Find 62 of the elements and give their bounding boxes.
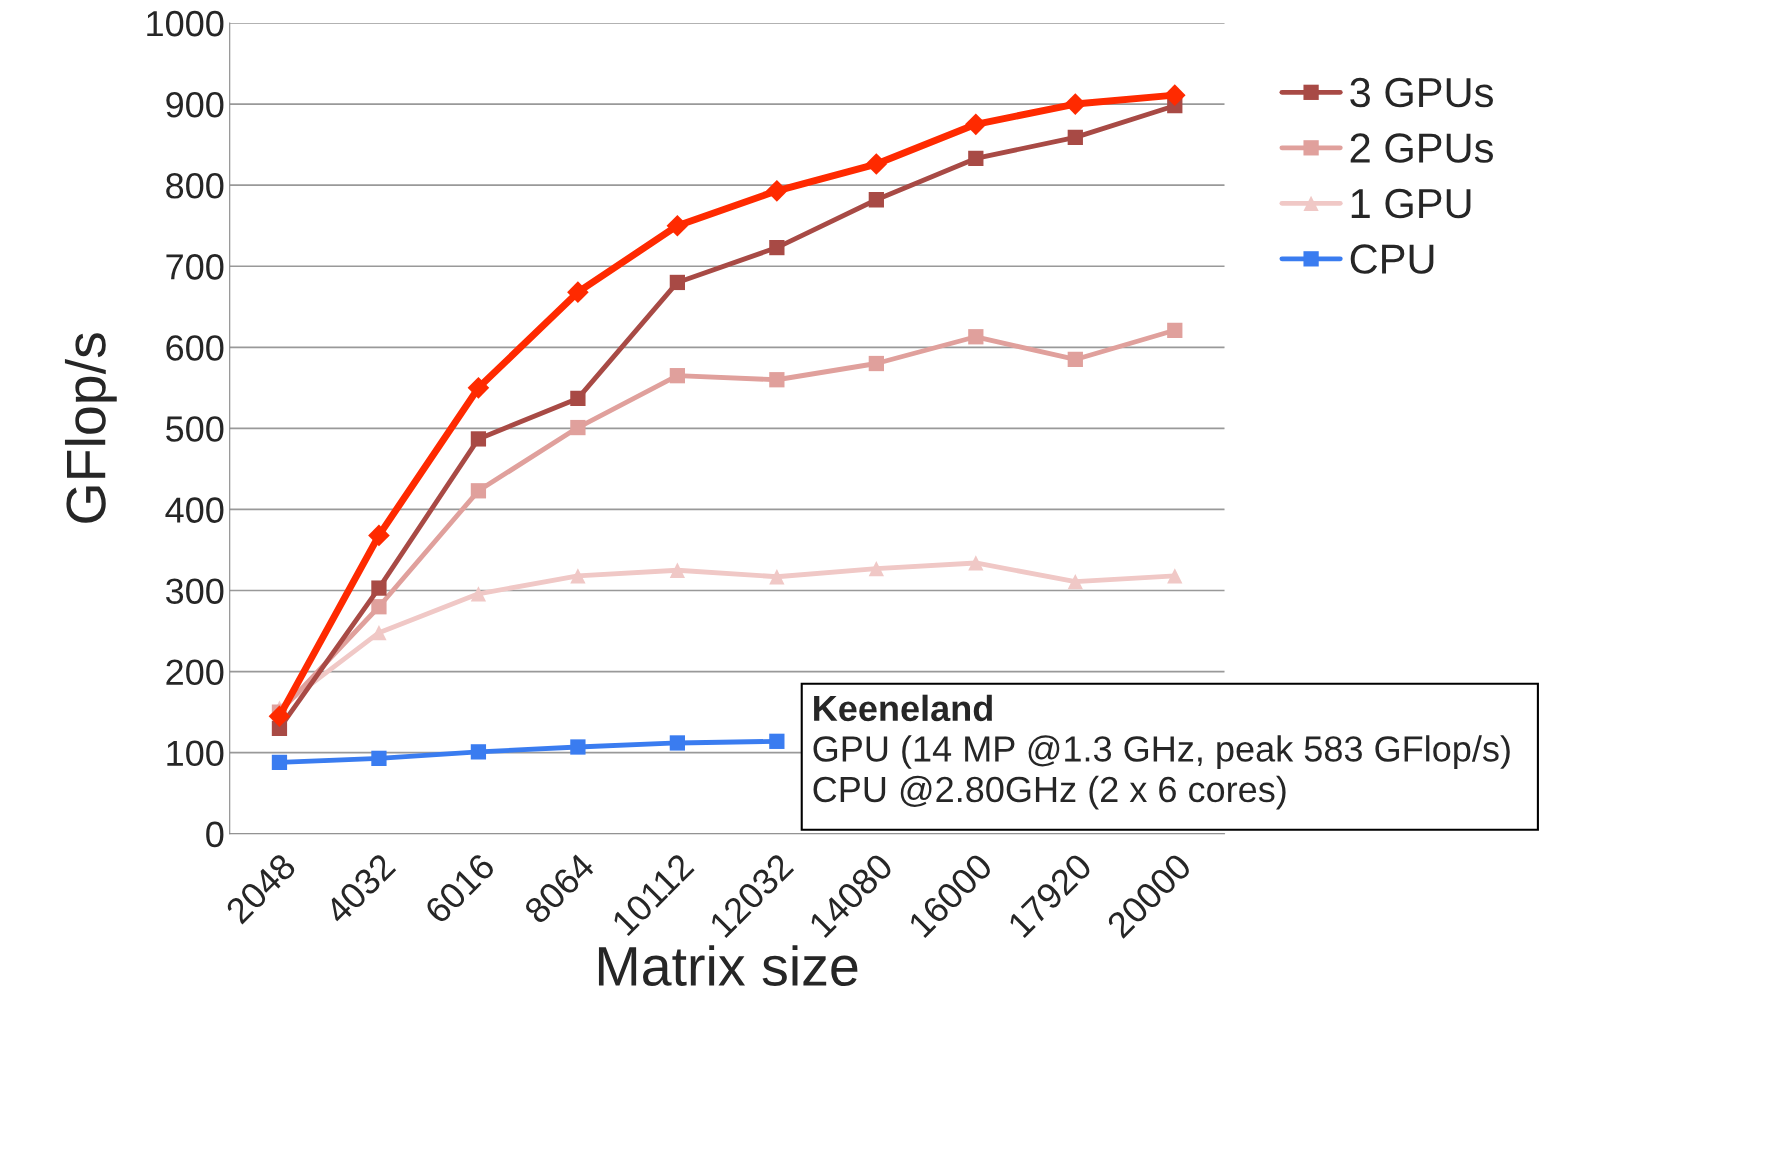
y-tick-label: 100 [167,740,224,767]
annotation: CPU @2.80GHz (2 x 6 cores) [813,775,1286,810]
point [669,368,686,384]
y-tick-label: 300 [165,578,224,604]
y-axis-title: GFlop/s [64,333,117,523]
point [1167,568,1183,584]
point [1167,322,1183,338]
point [470,431,487,447]
point [570,739,586,755]
point [968,329,984,345]
annotation: Keeneland [814,694,992,722]
legend-label: CPU [1350,244,1434,274]
point [769,569,785,585]
y-tick-label: 600 [166,335,224,361]
point [371,625,387,641]
point [570,568,586,584]
point [470,483,487,499]
point [669,562,686,578]
point [1067,129,1083,145]
point [766,180,788,202]
point [868,355,884,372]
y-tick-label: 800 [166,173,224,199]
legend-label: 2 GPUs [1350,133,1493,163]
point [968,150,984,167]
y-tick-label: 1000 [147,10,224,37]
point [268,705,291,727]
point [1163,84,1186,106]
y-tick-label: 700 [166,254,224,280]
point [567,281,589,303]
y-tick-label: 500 [166,416,224,442]
point [666,214,689,237]
point [371,580,387,596]
point [669,735,686,751]
point [1064,93,1087,115]
point [371,599,387,615]
y-tick-label: 200 [166,659,224,686]
annotation: GPU (14 MP @1.3 GHz, peak 583 GFlop/s) [813,735,1510,769]
point [1067,573,1083,590]
point [769,239,785,256]
y-tick-label: 400 [165,497,224,523]
point [865,153,888,175]
point [368,524,390,547]
point [271,754,288,771]
point [467,377,490,399]
point [968,555,984,571]
point [570,390,586,407]
x-axis-title: Matrix size [598,945,858,987]
point [669,274,686,291]
point [769,372,785,388]
point [570,419,586,436]
point [371,750,387,766]
point [1067,351,1083,368]
point [868,561,884,577]
y-tick-label: 0 [206,821,224,848]
legend-label: 3 GPUs [1350,77,1493,108]
point [868,192,884,208]
point [965,113,987,136]
legend-label: 1 GPU [1351,188,1471,219]
y-tick-label: 900 [166,91,224,118]
point [470,586,487,602]
point [470,744,487,760]
point [769,733,785,749]
